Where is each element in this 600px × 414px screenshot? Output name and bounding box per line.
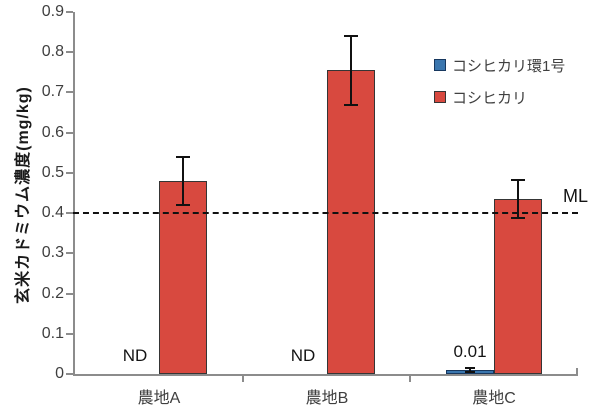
error-bar-cap-bottom [465,371,475,373]
y-tick-label: 0.9 [41,3,64,20]
y-tick-label: 0 [55,365,64,382]
error-bar-series1-cat1 [350,36,352,104]
y-tick-label: 0.6 [41,124,64,141]
y-tick [66,373,73,375]
y-tick-label: 0.8 [41,43,64,60]
bar-series1-cat1 [327,70,375,374]
y-tick-label: 0.4 [41,204,64,221]
x-axis-line [73,374,578,376]
y-tick [66,172,73,174]
legend-swatch-series0 [434,59,446,71]
y-tick-label: 0.3 [41,244,64,261]
legend-label-series1: コシヒカリ [452,89,528,107]
y-tick [66,212,73,214]
y-tick [66,252,73,254]
error-bar-cap-top [465,367,475,369]
bar-value-label-cat0: ND [122,346,148,365]
y-tick [66,293,73,295]
bar-value-label-cat2: 0.01 [453,342,487,361]
y-tick-label: 0.2 [41,285,64,302]
legend-item-series1: コシヒカリ [434,89,528,107]
x-axis-end-tick [576,368,578,374]
error-bar-cap-bottom [176,204,190,206]
error-bar-cap-top [344,35,358,37]
y-tick [66,333,73,335]
bar-series1-cat2 [494,199,542,374]
error-bar-series1-cat2 [517,180,519,219]
legend-swatch-series1 [434,91,446,103]
error-bar-cap-bottom [511,217,525,219]
reference-line-label: ML [563,186,589,206]
error-bar-cap-bottom [344,104,358,106]
error-bar-cap-top [511,179,525,181]
x-tick [242,376,244,382]
error-bar-series1-cat0 [182,157,184,205]
error-bar-cap-top [176,156,190,158]
y-tick-label: 0.5 [41,164,64,181]
y-tick [66,132,73,134]
legend-label-series0: コシヒカリ環1号 [452,57,566,75]
x-category-label: 農地B [305,390,349,407]
legend-item-series0: コシヒカリ環1号 [434,57,566,75]
reference-line [73,212,578,214]
y-tick-label: 0.7 [41,83,64,100]
x-tick [409,376,411,382]
bar-value-label-cat1: ND [290,346,316,365]
y-tick [66,11,73,13]
y-tick [66,51,73,53]
error-bar-series0-cat2 [469,368,471,371]
y-tick-label: 0.1 [41,325,64,342]
y-tick [66,91,73,93]
x-category-label: 農地A [137,390,181,407]
y-axis-line [73,12,75,376]
x-category-label: 農地C [472,390,516,407]
